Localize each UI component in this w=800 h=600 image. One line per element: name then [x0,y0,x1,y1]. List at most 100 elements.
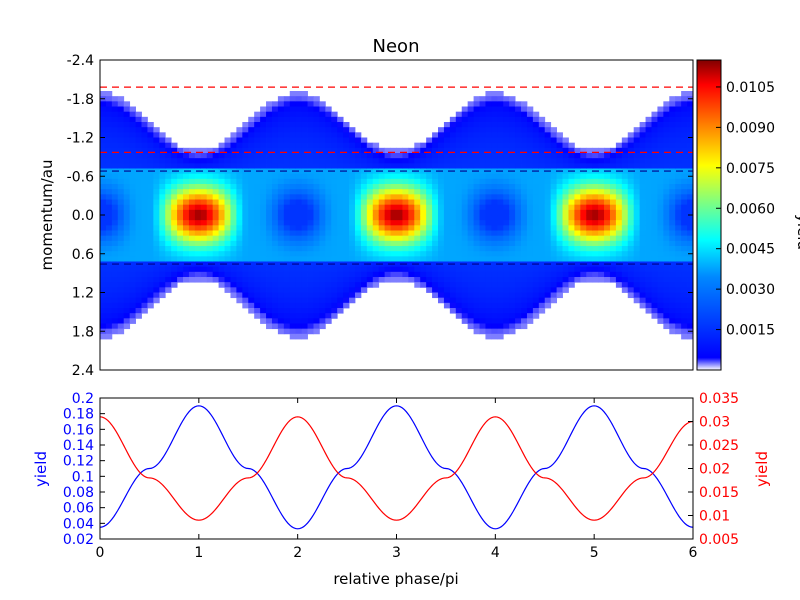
heatmap-cell [271,137,279,144]
heatmap-cell [177,271,184,278]
heatmap-cell [260,282,267,288]
heatmap-cell [485,225,492,231]
heatmap-cell [467,194,474,200]
heatmap-cell [497,178,504,185]
heatmap-cell [574,230,581,237]
heatmap-cell [604,277,611,283]
heatmap-cell [639,220,646,226]
heatmap-cell [212,168,219,175]
heatmap-cell [574,173,581,180]
heatmap-cell [491,127,498,133]
heatmap-cell [432,230,439,237]
heatmap-cell [331,142,338,149]
heatmap-cell [461,163,469,169]
heatmap-cell [153,230,160,237]
heatmap-cell [177,147,184,154]
heatmap-cell [408,189,415,195]
heatmap-cell [669,297,676,304]
heatmap-cell [100,116,107,123]
heatmap-cell [509,96,516,102]
heatmap-cell [491,189,498,195]
heatmap-cell [177,215,184,221]
heatmap-cell [515,204,522,211]
heatmap-cell [604,215,611,221]
heatmap-cell [396,246,403,252]
heatmap-cell [206,271,214,278]
heatmap-cell [295,163,303,169]
heatmap-cell [325,178,332,185]
heatmap-cell [687,178,693,185]
line-left-tick-label: 0.14 [63,438,94,454]
heatmap-cell [260,132,267,138]
heatmap-cell [432,209,439,216]
heatmap-cell [414,230,421,237]
heatmap-cell [194,215,202,221]
heatmap-cell [532,132,540,138]
heatmap-cell [117,178,125,185]
heatmap-cell [242,235,249,242]
heatmap-cell [609,251,617,257]
heatmap-cell [117,240,125,247]
heatmap-cell [467,158,474,164]
heatmap-cell [242,256,249,262]
heatmap-cell [159,147,166,154]
heatmap-cell [651,158,658,164]
heatmap-cell [212,246,219,252]
heatmap-cell [254,163,261,169]
heatmap-cell [461,235,469,242]
heatmap-cell [396,158,403,164]
heatmap-cell [550,194,558,200]
heatmap-cell [497,111,504,118]
heatmap-cell [461,158,469,164]
heatmap-cell [497,173,504,180]
heatmap-cell [283,235,291,242]
heatmap-cell [129,235,136,242]
heatmap-cell [325,158,332,164]
heatmap-cell [414,204,421,211]
heatmap-cell [218,158,225,164]
heatmap-cell [188,256,196,262]
heatmap-cell [396,235,403,242]
heatmap-cell [183,235,190,242]
heatmap-cell [473,137,480,144]
heatmap-cell [651,116,658,123]
heatmap-cell [509,111,516,118]
heatmap-cell [105,333,113,340]
heatmap-cell [521,287,528,293]
heatmap-cell [515,168,522,175]
heatmap-cell [366,189,374,195]
heatmap-cell [526,277,534,283]
heatmap-cell [301,122,308,128]
heatmap-cell [147,251,154,257]
heatmap-cell [206,220,214,226]
heatmap-cell [621,163,629,169]
heatmap-cell [526,132,534,138]
heatmap-cell [266,132,273,138]
heatmap-cell [580,271,587,278]
heatmap-cell [248,235,255,242]
heatmap-cell [123,116,131,123]
heatmap-cell [295,313,303,319]
heatmap-cell [491,297,498,304]
heatmap-cell [681,287,688,293]
heatmap-cell [544,292,552,299]
heatmap-cell [615,194,623,200]
heatmap-cell [449,137,457,144]
heatmap-cell [657,147,664,154]
heatmap-cells [100,91,693,340]
heatmap-cell [562,261,569,268]
heatmap-cell [236,209,243,216]
heatmap-cell [354,256,362,262]
heatmap-cell [260,106,267,113]
heatmap-cell [538,142,546,149]
heatmap-cell [135,287,142,293]
heatmap-cell [319,209,326,216]
heatmap-cell [639,246,646,252]
heatmap-cell [354,266,362,273]
heatmap-cell [307,178,314,185]
heatmap-cell [194,158,202,164]
heatmap-cell [396,240,403,247]
heatmap-cell [485,220,492,226]
heatmap-cell [621,256,629,262]
